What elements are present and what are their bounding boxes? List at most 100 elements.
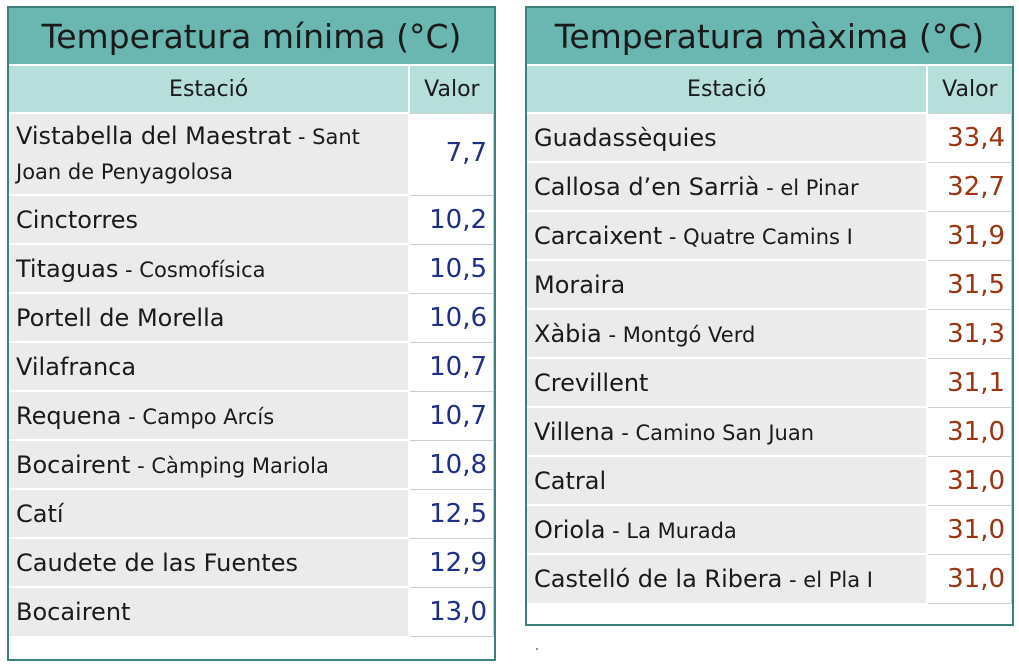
station-subname: - Campo Arcís [121,404,275,429]
stray-dot [536,648,538,650]
table-row: Moraira 31,5 [527,259,1013,310]
station-cell: Moraira [527,259,929,309]
table-row: Crevillent 31,1 [527,357,1013,408]
table-row: Callosa d’en Sarrià - el Pinar 32,7 [527,161,1013,212]
table-row: Catral 31,0 [527,455,1013,506]
max-temperature-panel: Temperatura màxima (°C) Estació Valor Gu… [525,6,1014,626]
temperature-value: 31,0 [927,406,1013,457]
temperature-value: 10,6 [409,292,495,343]
value-column-header: Valor [927,66,1012,113]
temperature-value: 32,7 [927,161,1013,212]
max-temperature-table: Estació Valor Guadassèquies 33,4 Callosa d… [527,66,1013,604]
station-cell: Xàbia - Montgó Verd [527,308,929,358]
table-row: Requena - Campo Arcís 10,7 [9,390,495,441]
station-name: Carcaixent [534,221,663,250]
station-cell: Bocairent [9,586,411,636]
station-subname: - Montgó Verd [601,322,756,347]
table-row: Oriola - La Murada 31,0 [527,504,1013,555]
temperature-value: 31,3 [927,308,1013,359]
temperature-value: 10,8 [409,439,495,490]
station-cell: Catí [9,488,411,538]
station-subname: - Camino San Juan [614,420,815,445]
station-cell: Portell de Morella [9,292,411,342]
station-name: Bocairent [16,598,131,626]
station-column-header: Estació [9,66,411,113]
min-temperature-table: Estació Valor Vistabella del Maestrat - … [9,66,495,637]
station-name: Requena [16,401,122,430]
temperature-value: 10,7 [409,341,495,392]
table-row: Titaguas - Cosmofísica 10,5 [9,243,495,294]
station-subname: - La Murada [605,518,737,543]
station-cell: Cinctorres [9,194,411,244]
station-cell: Catral [527,455,929,505]
temperature-value: 31,1 [927,357,1013,408]
station-cell: Caudete de las Fuentes [9,537,411,587]
station-cell: Bocairent - Càmping Mariola [9,439,411,489]
table-row: Carcaixent - Quatre Camins I 31,9 [527,210,1013,261]
table-row: Caudete de las Fuentes 12,9 [9,537,495,588]
temperature-value: 33,4 [927,112,1013,163]
table-row: Bocairent - Càmping Mariola 10,8 [9,439,495,490]
station-name: Catí [16,499,64,528]
station-name: Castelló de la Ribera [534,565,783,593]
temperature-value: 10,5 [409,243,495,294]
table-row: Vilafranca 10,7 [9,341,495,392]
station-cell: Castelló de la Ribera - el Pla I [527,553,929,603]
table-row: Xàbia - Montgó Verd 31,3 [527,308,1013,359]
temperature-value: 31,0 [927,455,1013,506]
station-name: Bocairent [16,450,131,479]
min-table-title: Temperatura mínima (°C) [9,8,494,66]
station-name: Xàbia [534,319,602,348]
table-row: Bocairent 13,0 [9,586,495,637]
station-cell: Guadassèquies [527,112,929,162]
station-name: Moraira [534,270,626,299]
max-table-header-row: Estació Valor [527,66,1012,113]
temperature-value: 13,0 [409,586,495,637]
table-row: Vistabella del Maestrat - Sant Joan de P… [9,112,495,196]
station-subname: - el Pinar [759,175,859,200]
station-cell: Crevillent [527,357,929,407]
temperature-value: 10,2 [409,194,495,245]
temperature-value: 7,7 [409,112,495,196]
value-column-header: Valor [409,66,494,113]
temperature-value: 31,0 [927,553,1013,604]
station-cell: Villena - Camino San Juan [527,406,929,456]
table-row: Cinctorres 10,2 [9,194,495,245]
table-row: Castelló de la Ribera - el Pla I 31,0 [527,553,1013,604]
station-name: Crevillent [534,368,649,397]
station-subname: - Càmping Mariola [130,453,329,478]
temperature-value: 12,9 [409,537,495,588]
station-name: Oriola [534,515,606,544]
temperature-value: 31,5 [927,259,1013,310]
station-cell: Titaguas - Cosmofísica [9,243,411,293]
station-cell: Carcaixent - Quatre Camins I [527,210,929,260]
station-name: Vistabella del Maestrat [16,122,292,151]
station-name: Catral [534,466,607,495]
temperature-value: 31,9 [927,210,1013,261]
station-name: Villena [534,417,615,446]
temperature-value: 10,7 [409,390,495,441]
min-temperature-panel: Temperatura mínima (°C) Estació Valor Vi… [7,6,496,661]
table-row: Guadassèquies 33,4 [527,112,1013,163]
station-cell: Vistabella del Maestrat - Sant Joan de P… [9,112,411,195]
temperature-value: 31,0 [927,504,1013,555]
station-subname: - el Pla I [782,568,873,592]
station-cell: Vilafranca [9,341,411,391]
max-table-title: Temperatura màxima (°C) [527,8,1012,66]
table-row: Portell de Morella 10,6 [9,292,495,343]
station-cell: Oriola - La Murada [527,504,929,554]
station-subname: - Cosmofísica [118,257,266,282]
station-cell: Requena - Campo Arcís [9,390,411,440]
station-cell: Callosa d’en Sarrià - el Pinar [527,161,929,211]
station-column-header: Estació [527,66,929,113]
temperature-value: 12,5 [409,488,495,539]
station-subname: - Quatre Camins I [662,224,853,249]
station-name: Cinctorres [16,205,138,234]
station-name: Callosa d’en Sarrià [534,172,760,201]
station-name: Caudete de las Fuentes [16,548,298,577]
station-name: Titaguas [16,254,119,283]
station-name: Vilafranca [16,352,137,381]
min-table-header-row: Estació Valor [9,66,494,113]
station-name: Guadassèquies [534,123,717,152]
station-name: Portell de Morella [16,303,225,332]
